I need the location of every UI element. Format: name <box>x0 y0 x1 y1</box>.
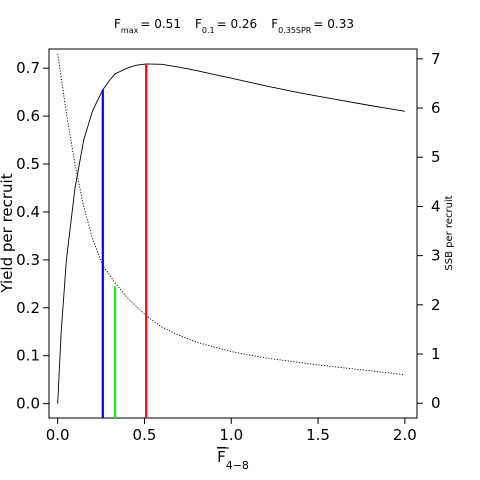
y2-tick-label: 6 <box>431 99 441 117</box>
chart-title: Fmax = 0.51 F0.1 = 0.26 F0.35SPR = 0.33 <box>114 17 354 35</box>
y2-tick-label: 7 <box>431 50 441 68</box>
y-tick-label: 0.7 <box>16 59 40 77</box>
y2-tick-label: 4 <box>431 197 441 215</box>
x-axis: 0.0 0.5 1.0 1.5 2.0 <box>46 418 417 444</box>
y2-axis-label: SSB per recruit <box>444 195 455 270</box>
y2-tick-label: 2 <box>431 296 441 314</box>
y-tick-label: 0.4 <box>16 203 40 221</box>
y2-tick-label: 5 <box>431 148 441 166</box>
y-axis-label: Yield per recruit <box>0 173 16 293</box>
y-tick-label: 0.5 <box>16 155 40 173</box>
title-item-01: F0.1 = 0.26 <box>195 17 257 35</box>
y-axis-right: 0 1 2 3 4 5 6 7 <box>417 50 441 412</box>
y-tick-label: 0.1 <box>16 347 40 365</box>
ssb-per-recruit-line <box>57 53 405 376</box>
x-tick-label: 1.5 <box>306 426 330 444</box>
y2-tick-label: 3 <box>431 247 441 265</box>
y2-tick-label: 1 <box>431 345 441 363</box>
title-item-035SPR: F0.35SPR = 0.33 <box>271 17 354 35</box>
title-item-max: Fmax = 0.51 <box>114 17 181 35</box>
x-tick-label: 2.0 <box>393 426 417 444</box>
y-tick-label: 0.6 <box>16 107 40 125</box>
y-axis-left: 0.0 0.1 0.2 0.3 0.4 0.5 0.6 0.7 <box>16 59 49 413</box>
yield-per-recruit-line <box>57 63 405 404</box>
plot-area-frame <box>48 48 418 419</box>
y2-tick-label: 0 <box>431 394 441 412</box>
y-tick-label: 0.2 <box>16 299 40 317</box>
x-tick-label: 1.0 <box>219 426 243 444</box>
series-group <box>57 53 405 404</box>
y-tick-label: 0.3 <box>16 251 40 269</box>
x-axis-label: F4−8 <box>217 448 249 472</box>
y-tick-label: 0.0 <box>16 395 40 413</box>
reference-lines <box>101 63 148 418</box>
x-tick-label: 0.5 <box>133 426 157 444</box>
x-tick-label: 0.0 <box>46 426 70 444</box>
